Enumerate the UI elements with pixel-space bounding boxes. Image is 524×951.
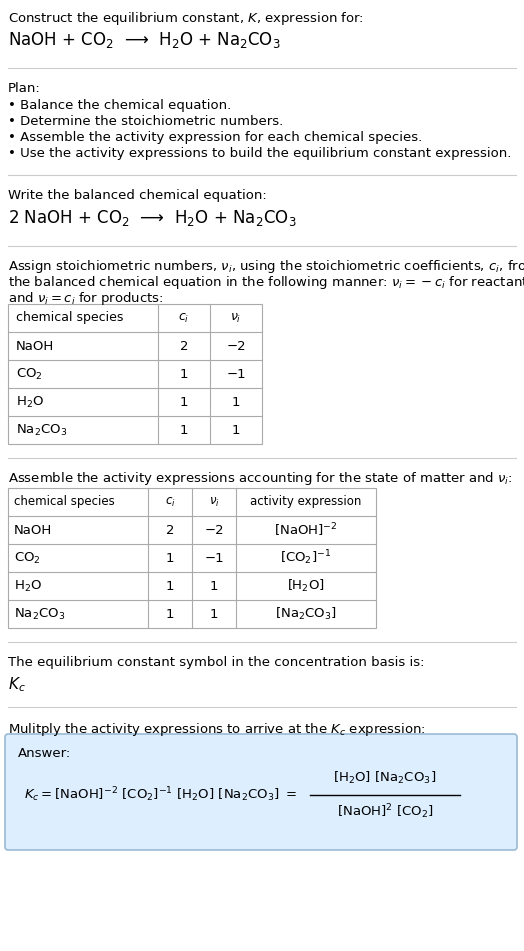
Text: NaOH: NaOH bbox=[14, 523, 52, 536]
Text: $\nu_i$: $\nu_i$ bbox=[209, 495, 220, 509]
Text: • Balance the chemical equation.: • Balance the chemical equation. bbox=[8, 99, 231, 112]
Text: 1: 1 bbox=[210, 608, 219, 620]
Text: 1: 1 bbox=[180, 367, 188, 380]
Text: chemical species: chemical species bbox=[16, 312, 123, 324]
Text: 2: 2 bbox=[166, 523, 174, 536]
Text: the balanced chemical equation in the following manner: $\nu_i = -c_i$ for react: the balanced chemical equation in the fo… bbox=[8, 274, 524, 291]
Bar bbox=[8, 304, 262, 444]
Text: • Assemble the activity expression for each chemical species.: • Assemble the activity expression for e… bbox=[8, 131, 422, 144]
Text: Write the balanced chemical equation:: Write the balanced chemical equation: bbox=[8, 189, 267, 202]
Text: • Determine the stoichiometric numbers.: • Determine the stoichiometric numbers. bbox=[8, 115, 283, 128]
Text: CO$_2$: CO$_2$ bbox=[14, 551, 41, 566]
Text: $c_i$: $c_i$ bbox=[178, 311, 190, 324]
Text: Plan:: Plan: bbox=[8, 82, 41, 95]
Text: 2: 2 bbox=[180, 340, 188, 353]
Text: Construct the equilibrium constant, $K$, expression for:: Construct the equilibrium constant, $K$,… bbox=[8, 10, 364, 27]
Text: −2: −2 bbox=[204, 523, 224, 536]
Text: chemical species: chemical species bbox=[14, 495, 115, 509]
Text: CO$_2$: CO$_2$ bbox=[16, 366, 43, 381]
Text: • Use the activity expressions to build the equilibrium constant expression.: • Use the activity expressions to build … bbox=[8, 147, 511, 160]
Text: 2 NaOH + CO$_2$  ⟶  H$_2$O + Na$_2$CO$_3$: 2 NaOH + CO$_2$ ⟶ H$_2$O + Na$_2$CO$_3$ bbox=[8, 208, 297, 228]
Text: Assign stoichiometric numbers, $\nu_i$, using the stoichiometric coefficients, $: Assign stoichiometric numbers, $\nu_i$, … bbox=[8, 258, 524, 275]
Text: Na$_2$CO$_3$: Na$_2$CO$_3$ bbox=[16, 422, 67, 437]
Text: Mulitply the activity expressions to arrive at the $K_c$ expression:: Mulitply the activity expressions to arr… bbox=[8, 721, 426, 738]
Bar bbox=[8, 488, 376, 628]
Text: $\nu_i$: $\nu_i$ bbox=[231, 311, 242, 324]
Text: activity expression: activity expression bbox=[250, 495, 362, 509]
Text: 1: 1 bbox=[232, 423, 240, 437]
Text: $K_c$: $K_c$ bbox=[8, 675, 26, 693]
Text: and $\nu_i = c_i$ for products:: and $\nu_i = c_i$ for products: bbox=[8, 290, 163, 307]
Text: $\mathsf{[NaOH]^2\ [CO_2]}$: $\mathsf{[NaOH]^2\ [CO_2]}$ bbox=[336, 803, 433, 822]
Text: −2: −2 bbox=[226, 340, 246, 353]
Text: $c_i$: $c_i$ bbox=[165, 495, 176, 509]
Text: 1: 1 bbox=[166, 579, 174, 592]
Text: 1: 1 bbox=[180, 423, 188, 437]
Text: NaOH: NaOH bbox=[16, 340, 54, 353]
Text: 1: 1 bbox=[232, 396, 240, 409]
Text: [CO$_2$]$^{-1}$: [CO$_2$]$^{-1}$ bbox=[280, 549, 332, 568]
Text: $\mathsf{[H_2O]\ [Na_2CO_3]}$: $\mathsf{[H_2O]\ [Na_2CO_3]}$ bbox=[333, 770, 436, 786]
Text: H$_2$O: H$_2$O bbox=[16, 395, 44, 410]
Text: 1: 1 bbox=[166, 552, 174, 565]
Text: [Na$_2$CO$_3$]: [Na$_2$CO$_3$] bbox=[275, 606, 337, 622]
Text: Assemble the activity expressions accounting for the state of matter and $\nu_i$: Assemble the activity expressions accoun… bbox=[8, 470, 512, 487]
Text: NaOH + CO$_2$  ⟶  H$_2$O + Na$_2$CO$_3$: NaOH + CO$_2$ ⟶ H$_2$O + Na$_2$CO$_3$ bbox=[8, 30, 281, 50]
Text: [H$_2$O]: [H$_2$O] bbox=[287, 578, 325, 594]
Text: Answer:: Answer: bbox=[18, 747, 71, 760]
FancyBboxPatch shape bbox=[5, 734, 517, 850]
Text: Na$_2$CO$_3$: Na$_2$CO$_3$ bbox=[14, 607, 66, 622]
Text: 1: 1 bbox=[180, 396, 188, 409]
Text: $K_c = \mathsf{[NaOH]^{-2}\ [CO_2]^{-1}\ [H_2O]\ [Na_2CO_3]}\ =$: $K_c = \mathsf{[NaOH]^{-2}\ [CO_2]^{-1}\… bbox=[24, 786, 297, 805]
Text: 1: 1 bbox=[166, 608, 174, 620]
Text: H$_2$O: H$_2$O bbox=[14, 578, 42, 593]
Text: [NaOH]$^{-2}$: [NaOH]$^{-2}$ bbox=[274, 521, 338, 539]
Text: The equilibrium constant symbol in the concentration basis is:: The equilibrium constant symbol in the c… bbox=[8, 656, 424, 669]
Text: 1: 1 bbox=[210, 579, 219, 592]
Text: −1: −1 bbox=[204, 552, 224, 565]
Text: −1: −1 bbox=[226, 367, 246, 380]
